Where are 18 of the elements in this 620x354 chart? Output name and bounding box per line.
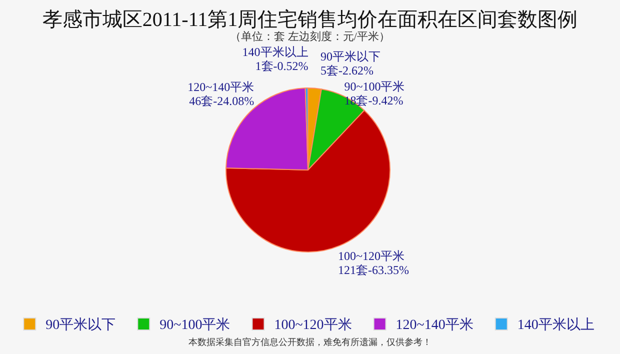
data-label: 1套-0.52% (255, 59, 308, 73)
legend-label: 100~120平米 (274, 317, 352, 333)
slice-label: 140平米以上 (242, 45, 308, 59)
data-label: 5套-2.62% (320, 63, 374, 78)
slice-label: 90平米以下 (320, 49, 381, 64)
data-label: 46套-24.08% (189, 94, 254, 108)
data-label: 121套-63.35% (338, 263, 409, 277)
legend-label: 120~140平米 (396, 317, 474, 333)
chart-subtitle: （单位：套 左边刻度：元/平米） (230, 30, 390, 43)
chart-title: 孝感市城区2011-11第1周住宅销售均价在面积在区间套数图例 (42, 8, 578, 31)
slice-label: 120~140平米 (188, 80, 254, 94)
slice-label: 100~120平米 (338, 249, 404, 263)
data-label: 18套-9.42% (344, 93, 404, 108)
legend-label: 90~100平米 (160, 317, 230, 333)
legend-label: 140平米以上 (517, 317, 594, 333)
text: 本数据采集自官方信息公开数据，难免有所遗漏，仅供参考！ (188, 337, 432, 347)
legend-label: 90平米以下 (46, 317, 116, 333)
slice-label: 90~100平米 (344, 79, 405, 94)
